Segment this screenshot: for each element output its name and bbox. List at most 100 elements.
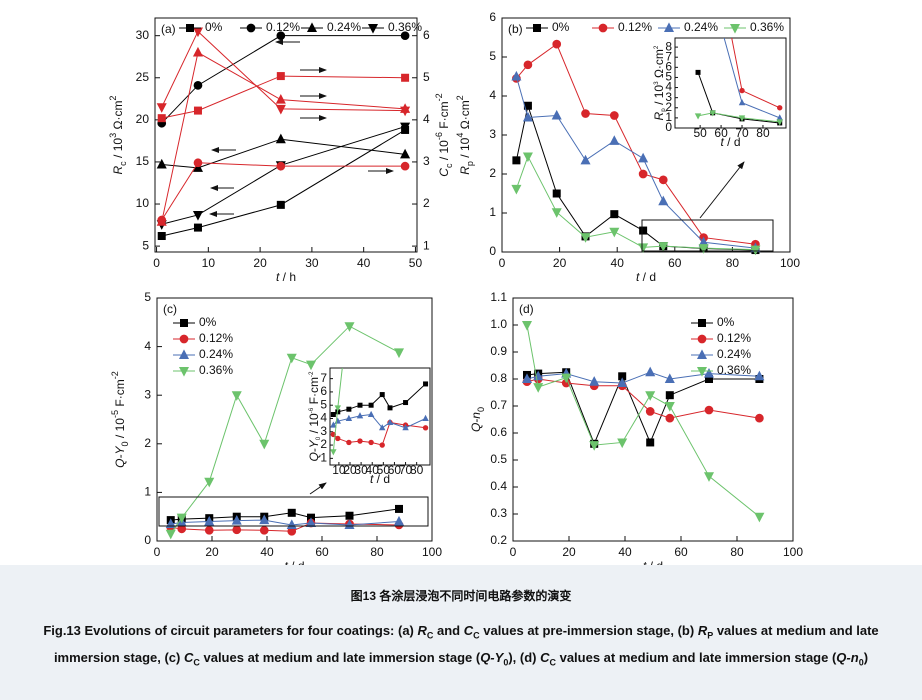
y-tick-label: 6: [665, 59, 672, 73]
x-tick-label: 0: [499, 256, 506, 270]
marker: [403, 400, 409, 406]
label-part: Q-Y: [113, 445, 127, 467]
marker: [533, 24, 541, 32]
x-tick-label: 0: [510, 545, 517, 559]
marker: [204, 525, 214, 535]
marker: [400, 31, 410, 41]
marker: [729, 24, 741, 34]
marker: [580, 154, 591, 165]
label-part: -6: [308, 407, 315, 413]
marker: [704, 405, 714, 415]
label-part: / d: [646, 559, 663, 565]
y-tick-label: 5: [320, 397, 327, 411]
y-tick-label: 8: [665, 39, 672, 53]
label-part: / d: [639, 270, 656, 284]
y-tick-label: 0.4: [490, 479, 507, 493]
y-tick-label: 1: [489, 205, 496, 219]
marker: [521, 321, 533, 331]
y-tick-label: 0: [144, 533, 151, 547]
legend-label: 0%: [199, 315, 217, 329]
series-line: [161, 162, 406, 221]
series-group: [156, 27, 411, 241]
y-tick-label: 4: [144, 339, 151, 353]
marker: [400, 148, 411, 159]
legend-label: 0.24%: [199, 347, 233, 361]
label-part: t: [636, 270, 640, 284]
marker: [346, 406, 352, 412]
marker: [776, 119, 783, 126]
caption-text: Q-Y: [480, 649, 504, 665]
marker: [645, 391, 656, 401]
y2-tick-label: 2: [423, 196, 430, 210]
marker: [698, 244, 709, 254]
x-tick-label: 100: [422, 545, 442, 559]
marker: [165, 529, 176, 540]
panel-label: (d): [519, 302, 534, 316]
zoom-box: [158, 496, 429, 527]
marker: [610, 210, 619, 219]
marker: [344, 322, 355, 332]
marker: [259, 525, 269, 535]
panel-label: (b): [508, 22, 523, 36]
x-tick-label: 50: [409, 256, 423, 270]
label-part: -2: [434, 93, 444, 101]
x-tick-label: 60: [388, 463, 402, 477]
series-line: [161, 30, 406, 112]
marker: [755, 413, 764, 423]
marker: [401, 73, 410, 82]
axis-label: Cc / 10-6 F·cm-2: [434, 93, 454, 176]
marker: [696, 349, 708, 359]
marker: [231, 391, 242, 401]
marker: [609, 227, 620, 238]
series-line: [723, 38, 780, 119]
caption-cn: 图13 各涂层浸泡不同时间电路参数的演变: [350, 589, 572, 603]
y-tick-label: 0.3: [490, 506, 507, 520]
series-line: [332, 368, 343, 452]
marker: [275, 94, 286, 104]
marker: [663, 22, 675, 32]
marker: [193, 106, 202, 115]
label-part: C: [437, 168, 451, 177]
caption-text: C: [549, 657, 556, 668]
marker: [356, 412, 364, 419]
x-tick-label: 80: [756, 126, 770, 140]
marker: [511, 184, 522, 195]
marker: [533, 383, 544, 393]
marker: [246, 23, 256, 33]
x-tick-label: 80: [726, 256, 740, 270]
marker: [521, 373, 533, 383]
label-part: F·cm: [437, 101, 451, 132]
y-tick-label: 5: [142, 238, 149, 252]
label-part: 2: [653, 45, 660, 49]
marker: [551, 208, 562, 218]
y-tick-label: 0.7: [490, 398, 507, 412]
arrows: [209, 39, 745, 495]
y2-tick-label: 4: [423, 112, 430, 126]
marker: [422, 425, 429, 431]
panel-label: (a): [161, 22, 176, 36]
label-part: t: [720, 135, 724, 149]
marker: [598, 23, 608, 33]
plot-frame: [156, 297, 433, 542]
label-part: 3: [108, 133, 118, 138]
x-tick-label: 0: [153, 256, 160, 270]
marker: [367, 410, 375, 418]
marker: [306, 22, 318, 32]
marker: [286, 353, 297, 364]
marker: [334, 405, 342, 412]
label-part: p: [660, 108, 667, 112]
marker: [259, 439, 270, 450]
x-tick-label: 60: [714, 126, 728, 140]
x-tick-label: 20: [205, 545, 219, 559]
marker: [638, 243, 649, 253]
marker: [696, 367, 708, 377]
marker: [639, 226, 648, 235]
marker: [511, 70, 522, 81]
y-tick-label: 20: [136, 112, 150, 126]
marker: [330, 449, 337, 456]
marker: [754, 370, 765, 381]
legend-label: 0.36%: [750, 20, 784, 34]
marker: [512, 156, 521, 165]
legend-label: 0.12%: [266, 20, 300, 34]
marker: [395, 504, 403, 513]
